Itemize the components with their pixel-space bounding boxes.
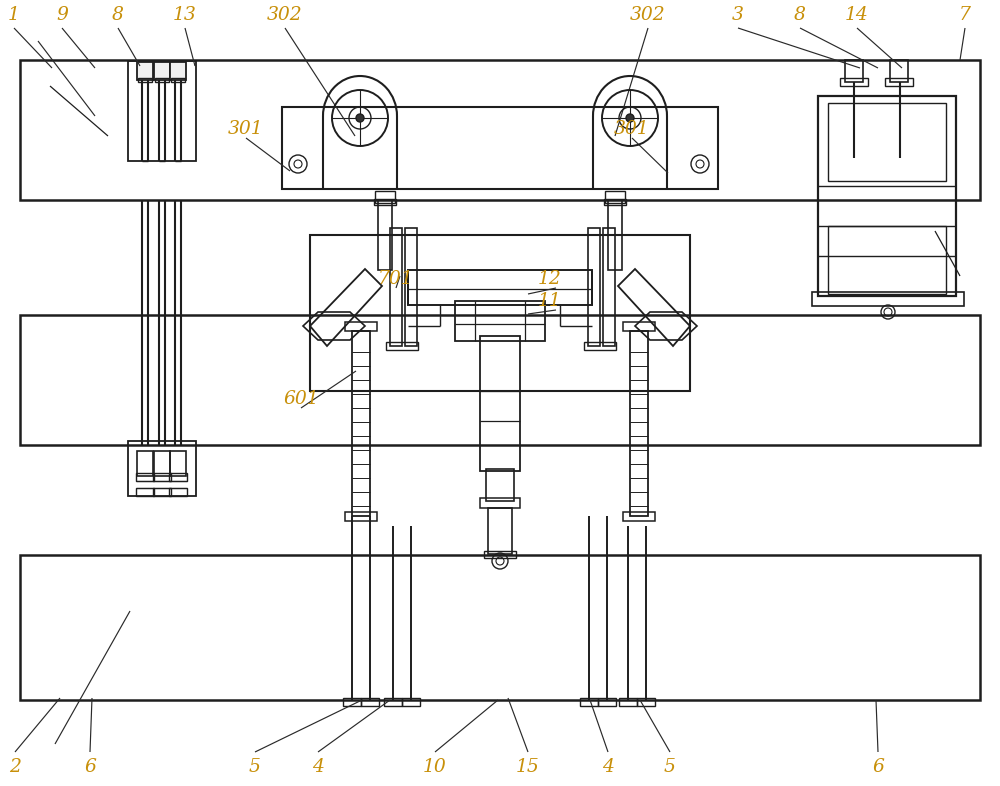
Bar bbox=[170, 62, 186, 80]
Bar bbox=[345, 512, 377, 521]
Bar bbox=[384, 698, 402, 706]
Bar bbox=[408, 270, 592, 305]
Bar bbox=[154, 62, 170, 80]
Text: 601: 601 bbox=[283, 390, 319, 408]
Bar bbox=[584, 342, 616, 350]
Text: 11: 11 bbox=[538, 292, 562, 310]
Text: 301: 301 bbox=[228, 120, 264, 138]
Text: 1: 1 bbox=[8, 6, 20, 24]
Bar bbox=[812, 292, 964, 306]
Text: 15: 15 bbox=[516, 758, 540, 776]
Text: 302: 302 bbox=[267, 6, 303, 24]
Bar bbox=[828, 226, 946, 294]
Bar bbox=[603, 228, 615, 346]
Text: 14: 14 bbox=[845, 6, 869, 24]
Bar bbox=[608, 200, 622, 270]
Bar bbox=[637, 698, 655, 706]
Bar bbox=[343, 698, 361, 706]
Circle shape bbox=[626, 114, 634, 122]
Text: 12: 12 bbox=[538, 270, 562, 288]
Text: 4: 4 bbox=[312, 758, 324, 776]
Bar bbox=[630, 331, 648, 516]
Bar bbox=[282, 107, 718, 189]
Bar bbox=[169, 473, 187, 481]
Bar bbox=[375, 191, 395, 203]
Bar bbox=[310, 235, 690, 391]
Bar bbox=[128, 61, 196, 161]
Bar bbox=[605, 191, 625, 203]
Bar bbox=[170, 451, 186, 476]
Bar bbox=[480, 336, 520, 471]
Text: 8: 8 bbox=[112, 6, 124, 24]
Bar bbox=[374, 199, 396, 205]
Bar bbox=[361, 698, 379, 706]
Bar bbox=[154, 451, 170, 476]
Bar bbox=[169, 488, 187, 496]
Bar bbox=[136, 473, 154, 481]
Bar bbox=[580, 698, 598, 706]
Bar bbox=[137, 451, 153, 476]
Text: 301: 301 bbox=[614, 120, 650, 138]
Text: 10: 10 bbox=[423, 758, 447, 776]
Text: 302: 302 bbox=[630, 6, 666, 24]
Text: 5: 5 bbox=[249, 758, 261, 776]
Bar bbox=[885, 78, 913, 86]
Text: 4: 4 bbox=[602, 758, 614, 776]
Text: 6: 6 bbox=[84, 758, 96, 776]
Bar bbox=[623, 512, 655, 521]
Bar bbox=[155, 78, 169, 82]
Bar bbox=[623, 322, 655, 331]
Bar bbox=[845, 60, 863, 82]
Bar bbox=[352, 331, 370, 516]
Text: 701: 701 bbox=[378, 270, 414, 288]
Bar bbox=[828, 103, 946, 181]
Bar bbox=[840, 78, 868, 86]
Bar bbox=[20, 555, 980, 700]
Text: 3: 3 bbox=[732, 6, 744, 24]
Bar bbox=[480, 498, 520, 508]
Bar bbox=[588, 228, 600, 346]
Bar bbox=[405, 228, 417, 346]
Text: 7: 7 bbox=[959, 6, 971, 24]
Text: 6: 6 bbox=[872, 758, 884, 776]
Text: 5: 5 bbox=[664, 758, 676, 776]
Bar bbox=[455, 301, 545, 341]
Bar bbox=[604, 199, 626, 205]
Bar bbox=[402, 698, 420, 706]
Circle shape bbox=[356, 114, 364, 122]
Bar bbox=[171, 78, 185, 82]
Bar bbox=[138, 78, 152, 82]
Bar bbox=[890, 60, 908, 82]
Bar bbox=[20, 315, 980, 445]
Bar bbox=[153, 488, 171, 496]
Text: 2: 2 bbox=[9, 758, 21, 776]
Bar bbox=[20, 60, 980, 200]
Bar bbox=[386, 342, 418, 350]
Bar bbox=[153, 473, 171, 481]
Text: 13: 13 bbox=[173, 6, 197, 24]
Text: 8: 8 bbox=[794, 6, 806, 24]
Bar bbox=[128, 441, 196, 496]
Bar bbox=[136, 488, 154, 496]
Text: 9: 9 bbox=[56, 6, 68, 24]
Bar bbox=[598, 698, 616, 706]
Bar bbox=[486, 469, 514, 501]
Bar bbox=[137, 62, 153, 80]
Bar bbox=[484, 551, 516, 558]
Bar bbox=[390, 228, 402, 346]
Bar bbox=[488, 508, 512, 554]
Bar bbox=[345, 322, 377, 331]
Bar bbox=[619, 698, 637, 706]
Bar bbox=[378, 200, 392, 270]
Bar bbox=[818, 96, 956, 296]
